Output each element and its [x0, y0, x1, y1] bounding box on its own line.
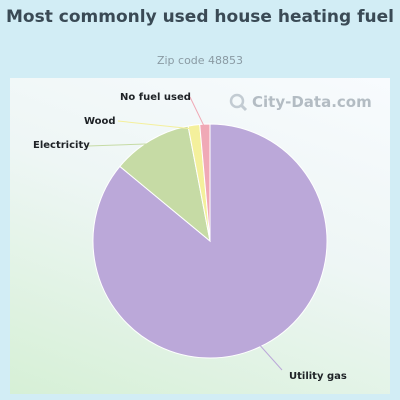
watermark-text: City-Data.com [252, 93, 372, 111]
slice-label-utility-gas: Utility gas [289, 371, 347, 382]
magnifier-icon [229, 93, 248, 112]
leader-line-wood [117, 120, 195, 130]
pie-slice-electricity [119, 125, 211, 243]
leader-line-utility-gas [257, 342, 283, 371]
slice-label-electricity: Electricity [33, 140, 90, 151]
slice-label-no-fuel-used: No fuel used [120, 92, 191, 103]
watermark: City-Data.com [228, 91, 372, 113]
pie-slices [92, 123, 328, 359]
leader-line-no-fuel-used [189, 96, 206, 129]
chart-subtitle: Zip code 48853 [156, 54, 244, 67]
pie-slice-no-fuel-used [199, 123, 211, 242]
slice-label-wood: Wood [84, 116, 116, 127]
leader-line-electricity [87, 143, 153, 147]
pie-leader-lines [87, 96, 283, 371]
pie-labels: Utility gas Electricity Wood No fuel used [33, 92, 347, 382]
chart-title: Most commonly used house heating fuel [6, 7, 394, 27]
